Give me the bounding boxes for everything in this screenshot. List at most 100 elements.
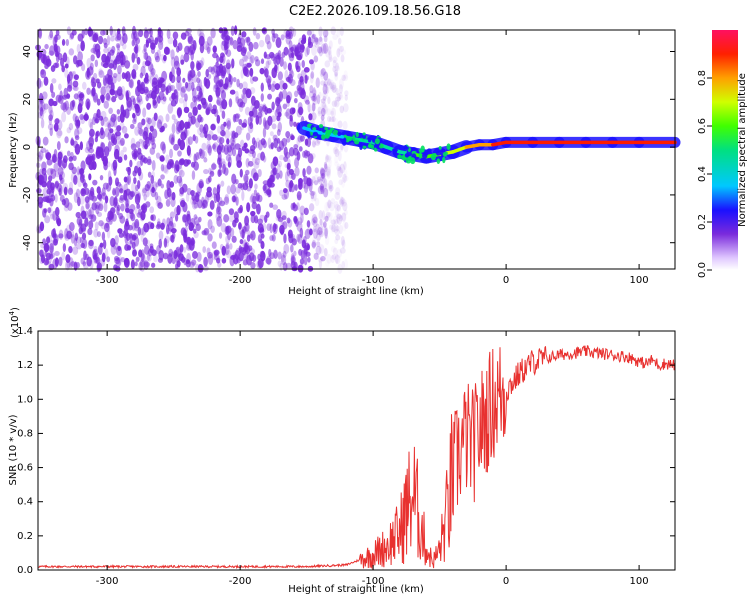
spectrogram-noise-cell <box>120 256 126 263</box>
spectrogram-noise-cell <box>211 144 216 150</box>
spectrogram-noise-cell <box>48 50 55 56</box>
spectrogram-noise-cell <box>81 232 87 240</box>
spectrogram-noise-cell <box>79 168 83 177</box>
spectrogram-noise-cell <box>297 178 304 184</box>
spectrogram-noise-cell <box>191 259 197 266</box>
spectrogram-noise-cell <box>132 112 136 119</box>
spectrogram-noise-cell <box>334 73 339 81</box>
spectrogram-noise-cell <box>75 188 81 199</box>
spectrogram-noise-cell <box>82 81 87 90</box>
spectrogram-noise-cell <box>88 173 92 181</box>
spectrogram-noise-cell <box>309 73 314 84</box>
spectrogram-noise-cell <box>239 101 246 108</box>
spectrogram-x-tick-label: 100 <box>630 275 649 286</box>
spectrogram-noise-cell <box>271 101 275 111</box>
spectrogram-noise-cell <box>61 65 66 73</box>
spectrogram-noise-cell <box>323 35 328 43</box>
spectrogram-noise-cell <box>312 226 317 233</box>
spectrogram-noise-cell <box>46 236 51 244</box>
spectrogram-noise-cell <box>178 179 183 187</box>
spectrogram-noise-cell <box>246 202 251 213</box>
spectrogram-noise-cell <box>303 255 308 266</box>
spectrogram-noise-cell <box>104 146 110 158</box>
spectrogram-noise-cell <box>180 59 185 65</box>
spectrogram-noise-cell <box>37 196 44 205</box>
spectrogram-noise-cell <box>168 133 175 144</box>
spectrogram-noise-cell <box>116 125 122 132</box>
spectrogram-noise-cell <box>109 207 115 219</box>
spectrogram-noise-cell <box>149 64 154 75</box>
spectrogram-noise-cell <box>328 50 333 61</box>
spectrogram-noise-cell <box>124 108 130 119</box>
spectrogram-noise-cell <box>243 142 248 149</box>
spectrogram-noise-cell <box>103 47 109 54</box>
spectrogram-noise-cell <box>177 108 182 119</box>
spectrogram-noise-cell <box>320 43 327 54</box>
spectrogram-noise-cell <box>316 176 322 182</box>
spectrogram-noise-cell <box>136 94 143 103</box>
spectrogram-noise-cell <box>98 220 104 227</box>
spectrogram-noise-cell <box>53 162 59 173</box>
spectrogram-noise-cell <box>253 161 260 170</box>
spectrogram-noise-cell <box>264 120 270 130</box>
spectrogram-noise-cell <box>113 255 120 262</box>
spectrogram-noise-cell <box>157 202 163 209</box>
spectrogram-noise-cell <box>334 96 341 102</box>
spectrogram-noise-cell <box>332 215 339 224</box>
spectrogram-noise-cell <box>334 99 340 108</box>
spectrogram-noise-cell <box>174 252 180 264</box>
spectrogram-noise-cell <box>317 110 322 117</box>
spectrogram-noise-cell <box>207 253 214 265</box>
spectrogram-noise-cell <box>136 79 141 86</box>
spectrogram-noise-cell <box>79 236 84 244</box>
spectrogram-noise-cell <box>129 123 135 130</box>
spectrogram-noise-cell <box>250 210 256 217</box>
spectrogram-noise-cell <box>66 84 73 92</box>
spectrogram-track-splotch <box>438 145 442 150</box>
spectrogram-track-splotch <box>442 151 447 157</box>
spectrogram-noise-cell <box>155 152 161 159</box>
spectrogram-noise-cell <box>298 106 304 116</box>
spectrogram-y-tick-label: -40 <box>22 235 33 251</box>
spectrogram-noise-cell <box>337 167 343 178</box>
spectrogram-track-splotch <box>359 142 363 150</box>
spectrogram-noise-cell <box>250 230 256 241</box>
spectrogram-noise-cell <box>99 242 104 248</box>
spectrogram-noise-cell <box>304 228 311 240</box>
spectrogram-noise-cell <box>90 47 96 54</box>
spectrogram-noise-cell <box>207 94 213 103</box>
spectrogram-noise-cell <box>276 208 282 219</box>
spectrogram-noise-cell <box>105 57 109 66</box>
spectrogram-noise-cell <box>276 163 281 174</box>
spectrogram-noise-cell <box>68 48 75 56</box>
spectrogram-noise-cell <box>294 166 300 177</box>
spectrogram-noise-cell <box>158 238 163 249</box>
spectrogram-noise-cell <box>332 56 338 64</box>
spectrogram-noise-cell <box>216 114 221 124</box>
spectrogram-noise-cell <box>173 55 180 66</box>
spectrogram-noise-cell <box>150 222 155 230</box>
spectrogram-noise-cell <box>260 240 265 250</box>
spectrogram-noise-cell <box>137 166 142 177</box>
spectrogram-noise-cell <box>250 261 256 269</box>
spectrogram-noise-cell <box>40 147 47 153</box>
spectrogram-noise-cell <box>126 174 132 186</box>
spectrogram-track-splotch <box>411 147 417 151</box>
spectrogram-noise-cell <box>293 90 299 98</box>
spectrogram-noise-cell <box>70 137 74 146</box>
spectrogram-noise-cell <box>134 189 140 201</box>
spectrogram-noise-cell <box>121 26 126 37</box>
spectrogram-noise-cell <box>225 62 231 70</box>
spectrogram-noise-cell <box>255 59 261 67</box>
snr-y-tick-label: 0.6 <box>17 463 33 474</box>
spectrogram-noise-cell <box>77 33 84 42</box>
spectrogram-noise-cell <box>231 58 235 69</box>
spectrogram-noise-cell <box>40 69 47 79</box>
spectrogram-noise-cell <box>259 67 265 75</box>
spectrogram-noise-cell <box>137 226 142 236</box>
spectrogram-noise-cell <box>289 68 293 79</box>
spectrogram-noise-cell <box>199 182 205 189</box>
spectrogram-noise-cell <box>186 121 191 129</box>
spectrogram-noise-cell <box>298 248 303 256</box>
spectrogram-noise-cell <box>116 206 120 216</box>
